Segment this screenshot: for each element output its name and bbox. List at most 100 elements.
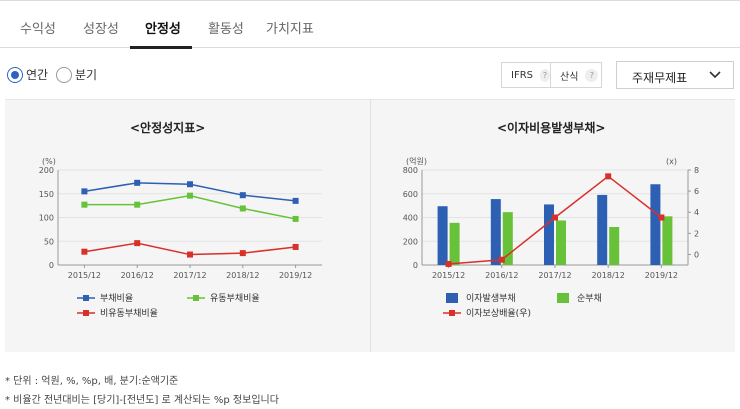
radio-unchecked-icon <box>56 66 72 83</box>
bar <box>490 199 501 265</box>
y-left-tick-label: 400 <box>403 214 418 223</box>
data-point <box>187 181 193 188</box>
data-point <box>239 205 246 212</box>
y-right-tick-label: 4 <box>694 208 699 217</box>
interest-debt-chart-title: <이자비용발생부채> <box>497 121 606 135</box>
data-point <box>239 250 246 257</box>
stability-chart: 0 50 100 150 200(%) 2015/12 2016/12 2017/12 2018… <box>39 157 322 319</box>
statement-select[interactable]: 주재무제표 <box>616 61 734 89</box>
y-right-unit-label: (x) <box>666 157 677 166</box>
tab-activity[interactable]: 활동성 <box>208 22 244 37</box>
y-right-tick-label: 0 <box>694 250 699 259</box>
y-right-tick-label: 2 <box>694 229 699 238</box>
data-point <box>605 173 612 180</box>
ifrs-label: IFRS <box>511 69 533 81</box>
legend-label: 유동부채비율 <box>210 293 260 304</box>
interest-debt-chart: 0 200 400 600 800 0 2 4 6 8 (억원) (x) 2015/12 2016/12 2… <box>403 156 699 319</box>
data-point <box>445 260 452 267</box>
chevron-down-icon <box>709 71 721 79</box>
help-icon[interactable]: ? <box>585 68 599 82</box>
formula-button[interactable]: 산식 ? <box>550 62 602 88</box>
help-icon[interactable]: ? <box>540 68 550 82</box>
legend-swatch <box>446 293 458 303</box>
y-axis-unit-label: (%) <box>42 157 56 166</box>
data-point <box>134 240 141 247</box>
tab-growth[interactable]: 성장성 <box>83 22 119 37</box>
y-tick-label: 50 <box>44 237 54 246</box>
tab-stability[interactable]: 안정성 <box>145 22 181 37</box>
y-left-tick-label: 200 <box>403 237 418 246</box>
data-point <box>552 214 558 221</box>
legend-label: 순부채 <box>577 293 602 304</box>
y-left-tick-label: 800 <box>403 166 418 175</box>
data-point <box>292 215 299 222</box>
formula-label: 산식 <box>560 71 579 83</box>
legend-marker <box>83 310 89 316</box>
bar <box>556 220 566 265</box>
ratio-note: * 비율간 전년대비는 [당기]-[전년도] 로 계산되는 %p 정보입니다 <box>5 395 279 406</box>
legend-label: 이자발생부채 <box>466 293 516 304</box>
y-tick-label: 200 <box>39 166 54 175</box>
x-tick-label: 2017/12 <box>538 271 571 280</box>
data-point <box>498 256 505 263</box>
data-point <box>81 188 88 195</box>
x-tick-label: 2018/12 <box>592 271 625 280</box>
unit-note: * 단위 : 억원, %, %p, 배, 분기:순액기준 <box>5 376 179 387</box>
ifrs-button[interactable]: IFRS ? <box>501 62 551 88</box>
bar <box>597 194 608 265</box>
data-point <box>81 201 88 208</box>
y-right-tick-label: 6 <box>694 187 699 196</box>
bar <box>609 227 620 265</box>
legend-swatch <box>557 293 569 303</box>
y-tick-label: 100 <box>39 214 54 223</box>
bar <box>662 216 673 265</box>
bar <box>502 212 513 265</box>
radio-checked-icon <box>7 66 23 83</box>
x-tick-label: 2016/12 <box>121 271 154 280</box>
data-point <box>134 201 141 208</box>
x-tick-label: 2017/12 <box>173 271 206 280</box>
y-tick-label: 150 <box>39 190 54 199</box>
x-tick-label: 2015/12 <box>68 271 101 280</box>
data-point <box>134 179 141 186</box>
x-tick-label: 2015/12 <box>432 271 465 280</box>
y-left-tick-label: 600 <box>403 190 418 199</box>
data-point <box>292 197 299 204</box>
legend-marker <box>449 310 455 316</box>
x-tick-label: 2016/12 <box>485 271 518 280</box>
series-line <box>84 194 296 220</box>
tab-profitability[interactable]: 수익성 <box>20 22 56 37</box>
tab-bar: 수익성 성장성 안정성 활동성 가치지표 <box>0 0 740 49</box>
period-annual-radio[interactable]: 연간 <box>7 66 48 83</box>
legend-marker <box>83 295 89 301</box>
x-tick-label: 2019/12 <box>279 271 312 280</box>
bar <box>437 206 448 265</box>
bar <box>544 204 554 265</box>
stability-chart-title: <안정성지표> <box>130 121 206 135</box>
period-quarter-label: 분기 <box>75 68 98 82</box>
bar <box>650 184 661 265</box>
bar <box>449 222 460 265</box>
y-left-unit-label: (억원) <box>406 156 427 166</box>
data-point <box>81 248 88 255</box>
period-annual-label: 연간 <box>26 68 49 82</box>
legend-marker <box>193 295 199 301</box>
active-tab-indicator <box>130 46 192 49</box>
statement-select-value: 주재무제표 <box>632 71 688 85</box>
y-tick-label: 0 <box>49 261 54 270</box>
data-point <box>187 192 193 199</box>
x-tick-label: 2018/12 <box>226 271 259 280</box>
period-quarter-radio[interactable]: 분기 <box>56 66 97 83</box>
legend-label: 이자보상배율(우) <box>466 308 531 319</box>
y-left-tick-label: 0 <box>413 261 418 270</box>
panel-divider <box>370 99 371 352</box>
legend-label: 부채비율 <box>100 293 133 304</box>
data-point <box>292 243 299 250</box>
data-point <box>187 251 193 258</box>
y-right-tick-label: 8 <box>694 166 699 175</box>
x-tick-label: 2019/12 <box>645 271 678 280</box>
data-point <box>239 192 246 199</box>
data-point <box>658 214 665 221</box>
tab-value-indicators[interactable]: 가치지표 <box>266 22 314 37</box>
